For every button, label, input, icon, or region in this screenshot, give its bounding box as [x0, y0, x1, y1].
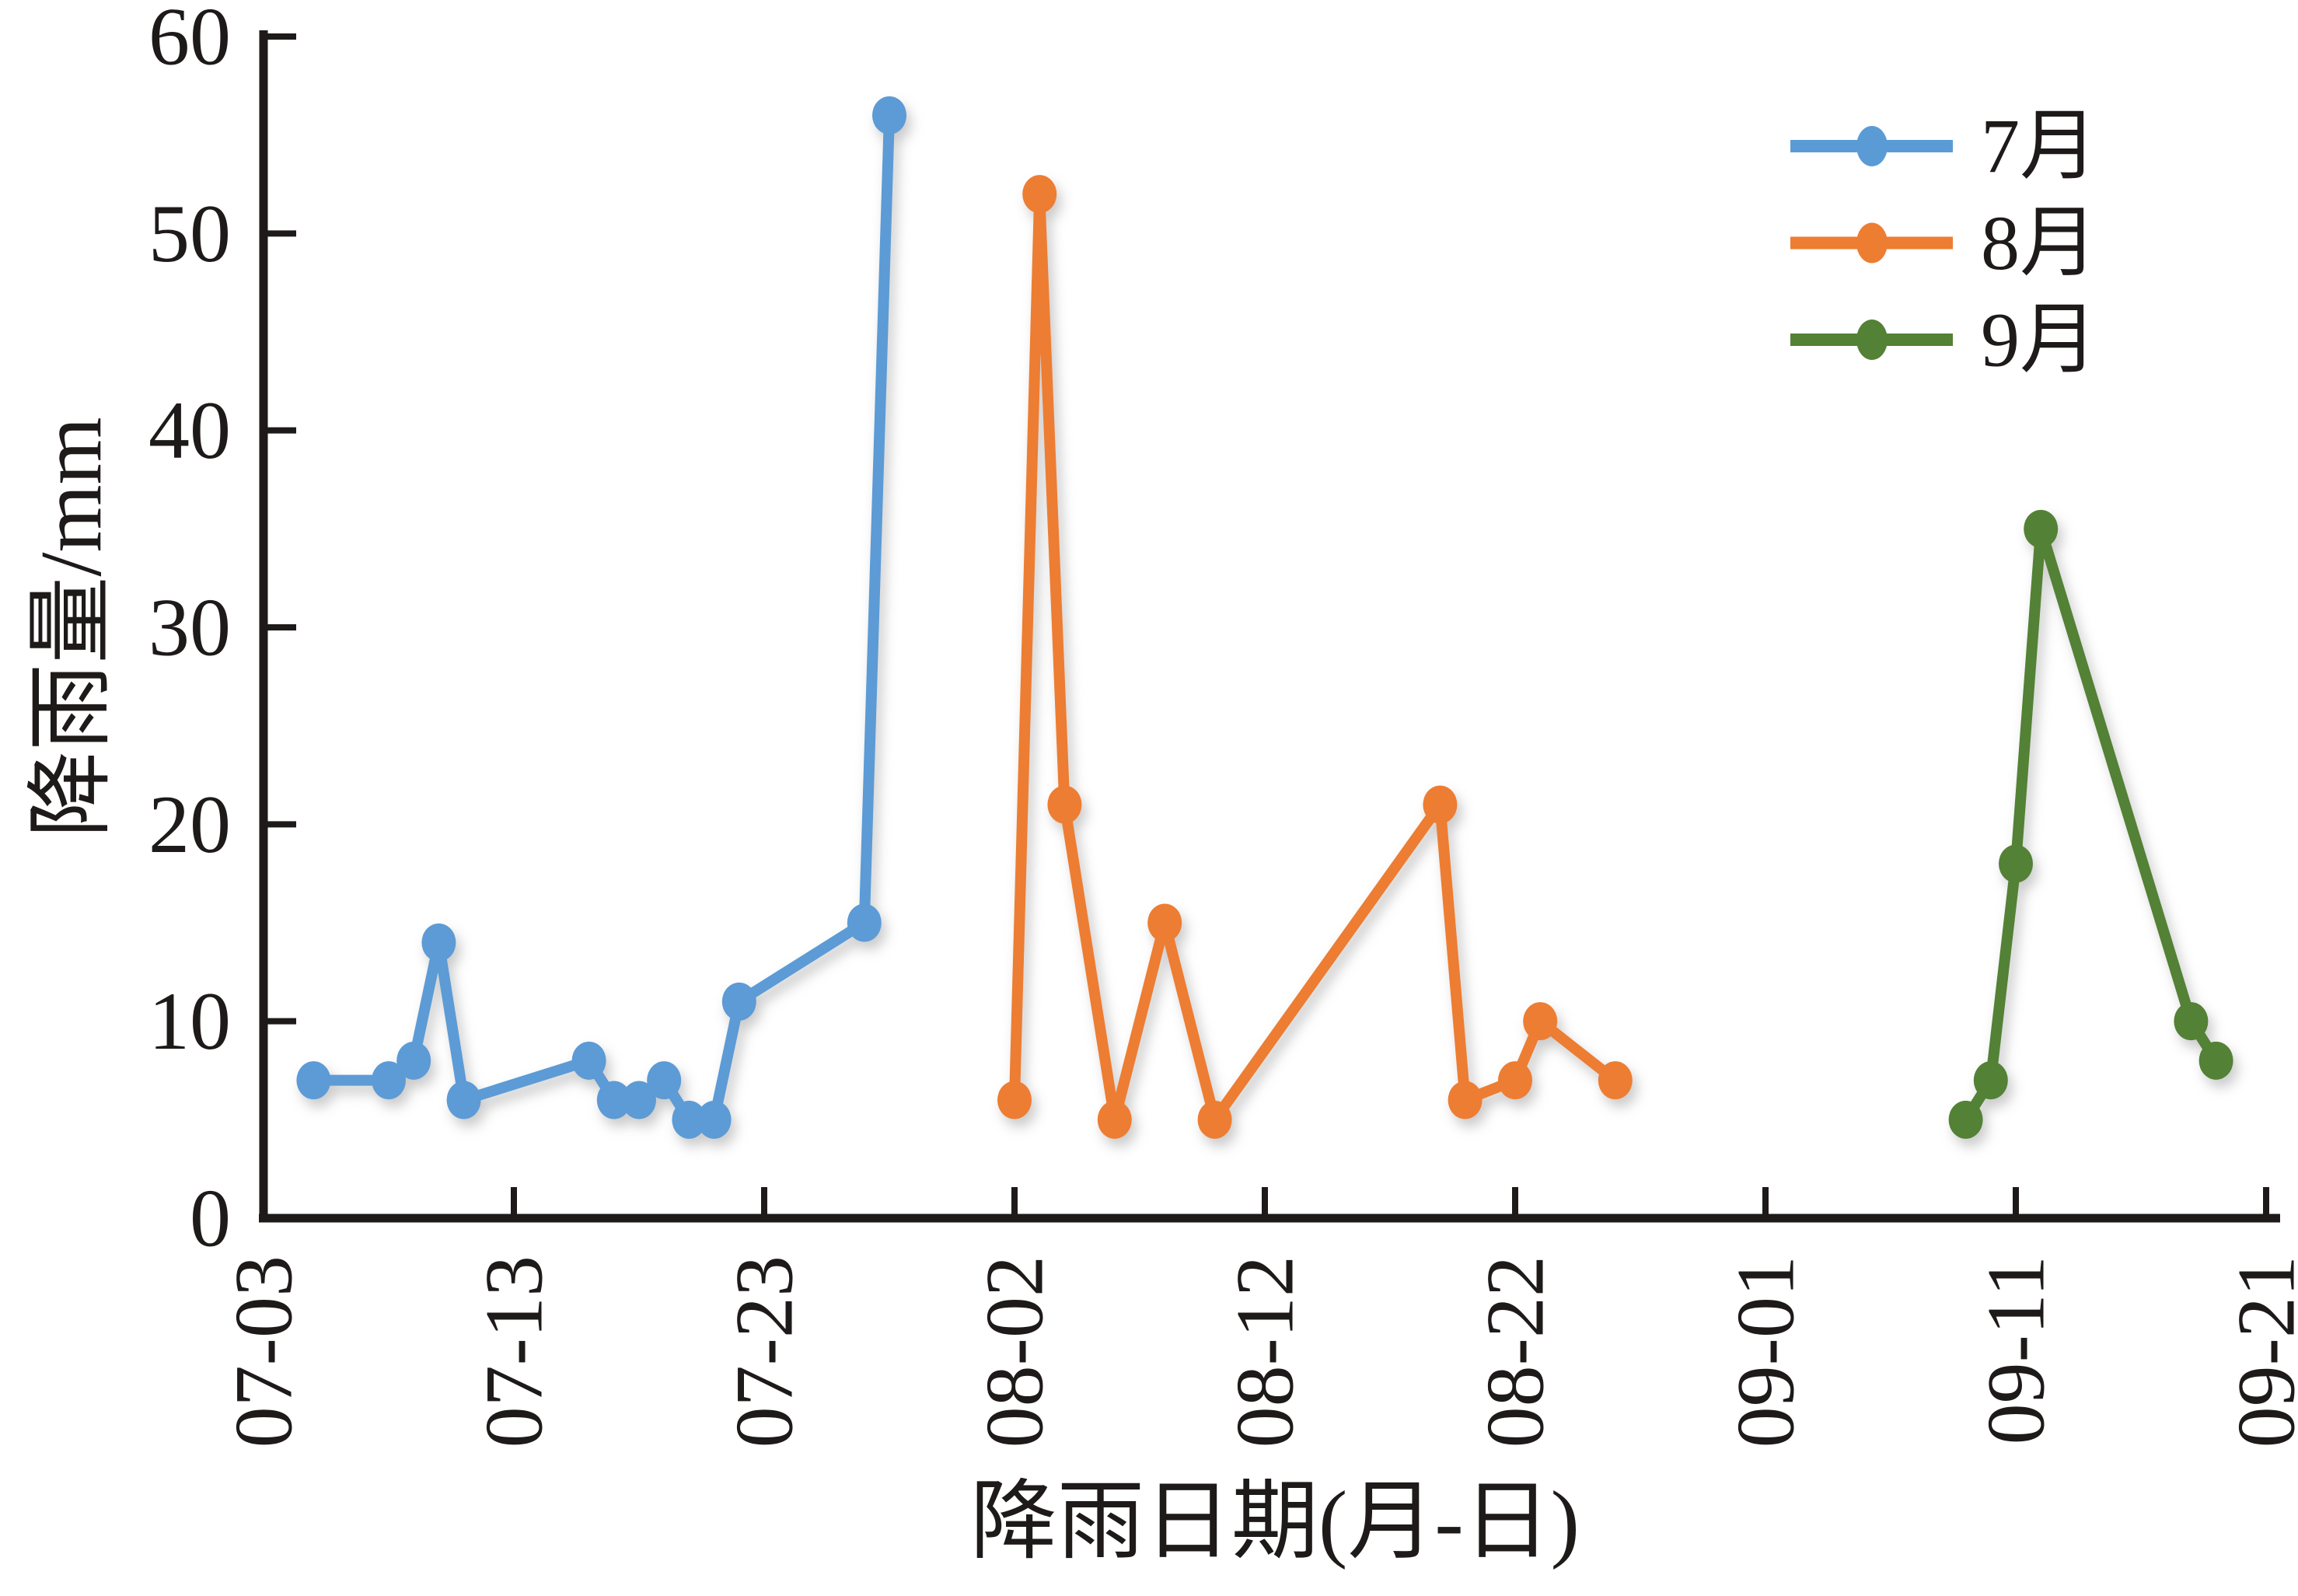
y-tick-label: 30: [148, 582, 231, 673]
data-point: [872, 96, 906, 134]
data-point: [446, 1081, 481, 1119]
x-tick-label: 09-11: [1971, 1255, 2062, 1444]
y-tick-label: 60: [148, 0, 231, 82]
legend: 7月 8月 9月: [1790, 103, 2097, 383]
y-tick-label: 40: [148, 385, 231, 476]
legend-label: 9月: [1981, 297, 2097, 383]
data-point: [622, 1081, 656, 1119]
legend-marker: [1856, 126, 1888, 166]
legend-item: 9月: [1790, 297, 2097, 383]
data-point: [1197, 1100, 1232, 1139]
x-tick-label: 09-21: [2221, 1255, 2298, 1448]
data-point: [2198, 1041, 2233, 1080]
series-9月: [1948, 509, 2233, 1139]
legend-marker: [1856, 320, 1888, 360]
y-tick-label: 0: [190, 1173, 231, 1264]
data-point: [1498, 1061, 1532, 1100]
data-point: [2024, 509, 2059, 548]
data-point: [2174, 1002, 2209, 1041]
x-tick-label: 07-13: [469, 1255, 560, 1448]
axes: 0 10 20 30 40 50 60 07-03 07-13 07-23 08-02 08-12 08…: [23, 0, 2298, 1570]
data-point: [1948, 1100, 1983, 1139]
data-point: [1448, 1081, 1483, 1119]
y-tick-label: 10: [148, 976, 231, 1067]
series-line: [1009, 188, 1621, 1126]
x-tick-label: 07-03: [218, 1255, 309, 1448]
data-point: [997, 1081, 1032, 1119]
x-axis-title: 降雨日期(月-日): [970, 1474, 1580, 1570]
legend-label: 7月: [1981, 103, 2097, 190]
x-tick-label: 08-02: [969, 1255, 1060, 1448]
data-point: [1598, 1061, 1633, 1100]
x-tick-label: 09-01: [1720, 1255, 1811, 1448]
x-tick-label: 08-22: [1470, 1255, 1561, 1448]
data-point: [647, 1061, 682, 1100]
data-point: [1423, 785, 1458, 824]
data-point: [1047, 785, 1082, 824]
data-point: [571, 1041, 606, 1080]
series-7月: [296, 96, 906, 1139]
data-point: [847, 903, 882, 942]
legend-item: 8月: [1790, 200, 2097, 286]
data-point: [1973, 1061, 2008, 1100]
series-8月: [997, 175, 1633, 1139]
data-point: [372, 1061, 406, 1100]
y-axis-title: 降雨量/mm: [23, 417, 120, 837]
legend-marker: [1856, 222, 1888, 264]
x-tick-label: 08-12: [1220, 1255, 1311, 1448]
y-tick-label: 20: [148, 779, 231, 870]
series-line: [308, 110, 895, 1126]
x-tick-label: 07-23: [719, 1255, 810, 1448]
y-tick-label: 50: [148, 188, 231, 279]
data-point: [1999, 844, 2033, 883]
data-point: [1097, 1100, 1132, 1139]
data-point: [596, 1081, 631, 1119]
data-point: [672, 1100, 707, 1139]
data-point: [697, 1100, 732, 1139]
data-point: [296, 1061, 331, 1100]
legend-item: 7月: [1790, 103, 2097, 190]
legend-label: 8月: [1981, 200, 2097, 286]
data-point: [396, 1041, 431, 1080]
data-point: [721, 982, 756, 1021]
data-point: [1022, 175, 1057, 214]
data-point: [1147, 903, 1182, 942]
data-point: [1523, 1002, 1558, 1041]
data-point: [421, 923, 456, 962]
